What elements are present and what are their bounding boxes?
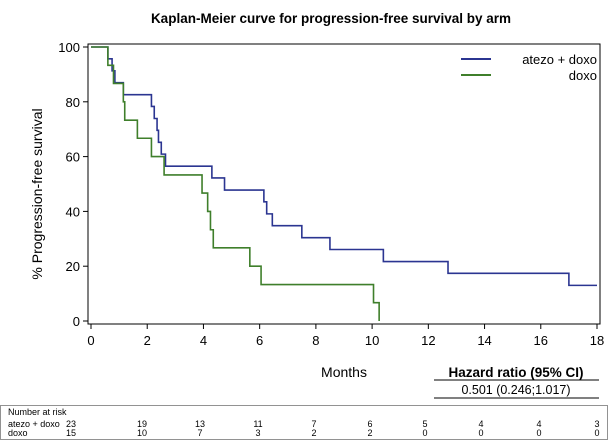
plot-frame [87,43,601,325]
y-tick-label: 0 [73,314,80,329]
legend-label-doxo: doxo [569,68,597,83]
x-tick-label: 0 [87,333,94,348]
x-tick-label: 6 [256,333,263,348]
x-tick-label: 10 [365,333,379,348]
risk-value: 15 [66,428,76,438]
risk-value: 3 [594,419,599,429]
x-axis: 0 2 4 6 8 10 12 14 16 18 [87,324,604,348]
risk-value: 23 [66,419,76,429]
risk-value: 13 [195,419,205,429]
risk-value: 10 [137,428,147,438]
x-tick-label: 8 [312,333,319,348]
x-tick-label: 4 [200,333,207,348]
risk-value: 0 [536,428,541,438]
plot-area [87,43,601,325]
risk-value: 3 [255,428,260,438]
x-tick-label: 14 [477,333,491,348]
x-tick-label: 18 [590,333,604,348]
legend: atezo + doxo doxo [461,52,597,83]
hazard-ratio-value: 0.501 (0.246;1.017) [461,383,570,397]
y-axis-label: % Progression-free survival [29,108,45,279]
km-curve-doxo [91,46,380,321]
risk-table: Number at risk atezo + doxo doxo 23 19 13 1… [0,405,608,440]
risk-value: 0 [594,428,599,438]
y-tick-label: 80 [66,95,80,110]
hazard-ratio-annotation: Hazard ratio (95% CI) 0.501 (0.246;1.017… [434,365,599,399]
legend-label-atezo-doxo: atezo + doxo [522,52,597,67]
series-layer [91,46,597,321]
risk-value: 19 [137,419,147,429]
x-axis-label: Months [321,364,367,380]
x-tick-label: 16 [534,333,548,348]
x-tick-label: 2 [144,333,151,348]
risk-row-label-atezo-doxo: atezo + doxo [8,419,60,429]
risk-values: 23 19 13 11 7 6 5 4 4 3 15 10 7 3 2 2 0 0 0 0 [66,419,600,438]
risk-table-title: Number at risk [8,407,67,417]
risk-value: 11 [253,419,262,429]
risk-table-frame [0,405,608,440]
risk-value: 4 [536,419,541,429]
y-tick-label: 100 [58,40,80,55]
km-curve-atezo-doxo [91,46,597,287]
x-tick-label: 12 [421,333,435,348]
risk-row-label-doxo: doxo [8,428,28,438]
y-tick-label: 40 [66,204,80,219]
risk-value: 5 [422,419,427,429]
risk-value: 0 [478,428,483,438]
risk-value: 2 [311,428,316,438]
y-axis: 0 20 40 60 80 100 [58,40,88,329]
risk-value: 4 [478,419,483,429]
risk-value: 6 [367,419,372,429]
risk-value: 7 [197,428,202,438]
risk-value: 0 [422,428,427,438]
hazard-ratio-title: Hazard ratio (95% CI) [448,365,583,380]
chart-title: Kaplan-Meier curve for progression-free … [151,11,511,26]
y-tick-label: 20 [66,259,80,274]
risk-value: 7 [311,419,316,429]
risk-value: 2 [367,428,372,438]
y-tick-label: 60 [66,150,80,165]
